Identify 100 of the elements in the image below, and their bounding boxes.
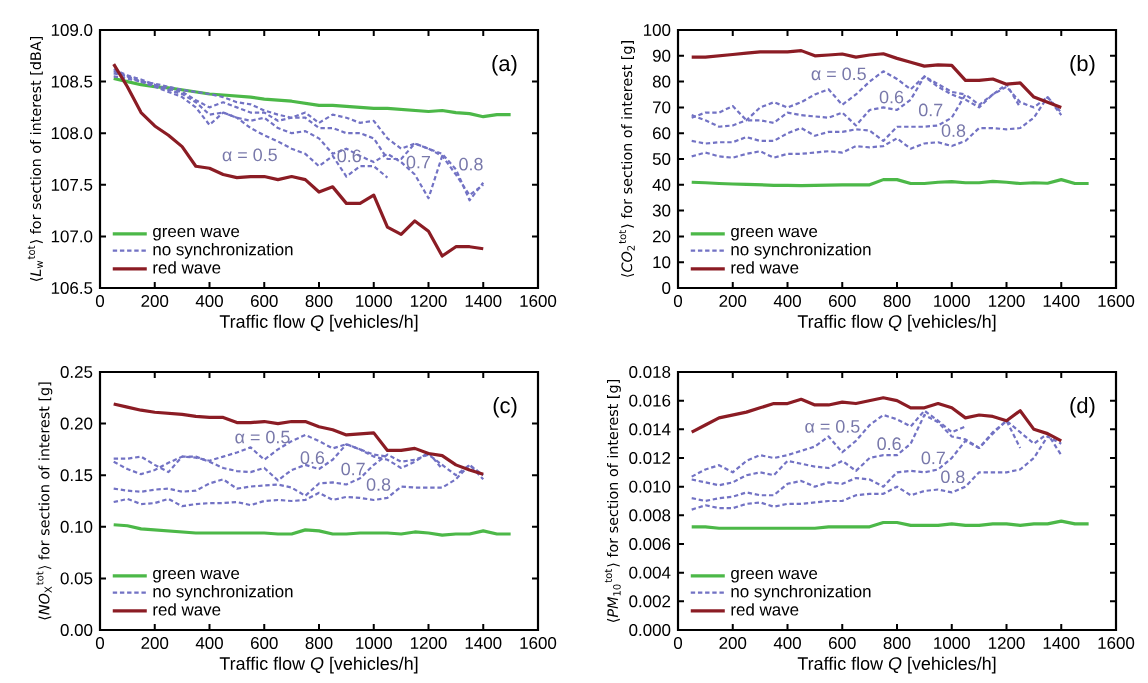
x-tick-label: 1600 (1098, 295, 1135, 308)
x-axis-title: Traffic flow Q [vehicles/h] (219, 656, 418, 674)
y-tick-label: 0.20 (60, 417, 93, 430)
annotation: 0.8 (459, 157, 483, 171)
x-tick-label: 0 (95, 295, 105, 308)
y-tick-label: 0.004 (629, 566, 671, 579)
y-axis-title: ⟨CO$_{2}$$^{tot}$⟩ for section of interest [g] (619, 41, 636, 277)
annotation: (d) (1070, 397, 1095, 418)
annotation: (b) (1070, 55, 1095, 76)
y-tick-label: 0.10 (60, 520, 93, 533)
x-tick-label: 200 (719, 637, 747, 650)
annotation: (c) (493, 397, 517, 418)
x-axis-title: Traffic flow Q [vehicles/h] (797, 314, 996, 332)
x-tick-label: 1200 (410, 295, 447, 308)
y-tick-label: 80 (652, 75, 671, 88)
annotation: α = 0.5 (805, 420, 860, 433)
x-tick-label: 400 (195, 295, 223, 308)
annotation: α = 0.5 (811, 67, 866, 81)
annotation: α = 0.5 (235, 430, 290, 444)
x-tick-label: 600 (251, 637, 278, 650)
annotation: 0.6 (877, 437, 901, 451)
y-tick-label: 0.008 (629, 509, 671, 522)
annotation: 0.6 (879, 90, 904, 104)
y-tick-label: 0.05 (60, 572, 93, 585)
x-tick-label: 800 (883, 295, 911, 308)
x-tick-label: 1000 (356, 295, 392, 308)
x-tick-label: 0 (95, 637, 105, 650)
y-tick-label: 0.006 (629, 538, 671, 550)
y-tick-label: 60 (653, 127, 671, 140)
y-tick-label: 0.010 (629, 480, 671, 493)
x-tick-label: 200 (719, 295, 747, 308)
y-tick-label: 90 (652, 49, 671, 62)
x-tick-label: 0 (673, 637, 683, 650)
y-tick-label: 100 (643, 24, 671, 36)
x-tick-label: 800 (305, 637, 333, 650)
annotation: 0.8 (941, 124, 966, 137)
x-tick-label: 1600 (520, 637, 557, 650)
x-tick-label: 1400 (465, 637, 502, 650)
x-tick-label: 800 (883, 637, 911, 650)
y-tick-label: 107.5 (51, 178, 93, 191)
x-tick-label: 600 (829, 295, 856, 308)
y-tick-label: 107.0 (51, 230, 93, 243)
x-axis-title: Traffic flow Q [vehicles/h] (797, 656, 996, 674)
legend-label: red wave (153, 261, 221, 274)
legend-label: no synchronization (153, 242, 293, 259)
legend-label: red wave (153, 603, 221, 616)
legend-label: green wave (731, 569, 818, 583)
annotation: α = 0.5 (222, 148, 277, 162)
legend-label: green wave (153, 569, 240, 583)
x-tick-label: 1600 (520, 295, 557, 308)
x-tick-label: 1200 (988, 295, 1025, 308)
legend-label: green wave (153, 227, 240, 241)
y-axis-title: ⟨PM$_{10}$$^{tot}$⟩ for section of interest [g] (604, 380, 621, 622)
annotation: 0.7 (921, 451, 945, 465)
x-tick-label: 400 (773, 637, 801, 650)
legend-label: red wave (731, 603, 799, 616)
y-tick-label: 0.014 (629, 423, 671, 436)
y-tick-label: 0.000 (629, 624, 671, 636)
x-tick-label: 600 (251, 295, 278, 308)
x-tick-label: 600 (829, 637, 856, 650)
legend-label: no synchronization (731, 584, 871, 601)
y-tick-label: 106.5 (51, 282, 93, 294)
annotation: 0.7 (918, 103, 943, 117)
annotation: 0.6 (300, 451, 325, 465)
y-tick-label: 109.0 (51, 24, 93, 36)
x-tick-label: 200 (141, 295, 169, 308)
x-tick-label: 1200 (988, 637, 1025, 650)
legend-label: red wave (731, 261, 799, 274)
y-tick-label: 0.15 (60, 469, 93, 482)
x-tick-label: 1000 (934, 637, 970, 650)
x-tick-label: 0 (673, 295, 683, 308)
x-tick-label: 1000 (934, 295, 970, 308)
y-tick-label: 20 (652, 230, 671, 243)
y-tick-label: 0.25 (60, 366, 93, 378)
annotation: 0.6 (337, 149, 361, 163)
y-tick-label: 108.5 (51, 75, 93, 88)
y-tick-label: 30 (652, 204, 671, 217)
x-tick-label: 1600 (1098, 637, 1135, 650)
y-tick-label: 0.018 (629, 366, 671, 378)
annotation: 0.7 (406, 155, 430, 169)
annotation: 0.7 (341, 462, 365, 476)
annotation: 0.8 (941, 470, 965, 484)
y-tick-label: 0.00 (60, 624, 93, 636)
x-tick-label: 400 (773, 295, 801, 308)
x-tick-label: 1000 (356, 637, 392, 650)
y-tick-label: 0.002 (629, 595, 671, 608)
x-tick-label: 1200 (410, 637, 447, 650)
annotation: 0.8 (366, 478, 391, 491)
x-axis-title: Traffic flow Q [vehicles/h] (219, 314, 418, 332)
x-tick-label: 1400 (465, 295, 502, 308)
x-tick-label: 400 (195, 637, 223, 650)
legend-label: no synchronization (731, 242, 871, 259)
y-tick-label: 10 (653, 256, 671, 269)
legend-label: green wave (731, 227, 818, 241)
x-tick-label: 1400 (1043, 637, 1080, 650)
y-tick-label: 0.016 (629, 394, 671, 407)
x-tick-label: 800 (305, 295, 333, 308)
y-tick-label: 0.012 (629, 452, 671, 464)
y-tick-label: 70 (653, 101, 671, 114)
x-tick-label: 1400 (1043, 295, 1080, 308)
